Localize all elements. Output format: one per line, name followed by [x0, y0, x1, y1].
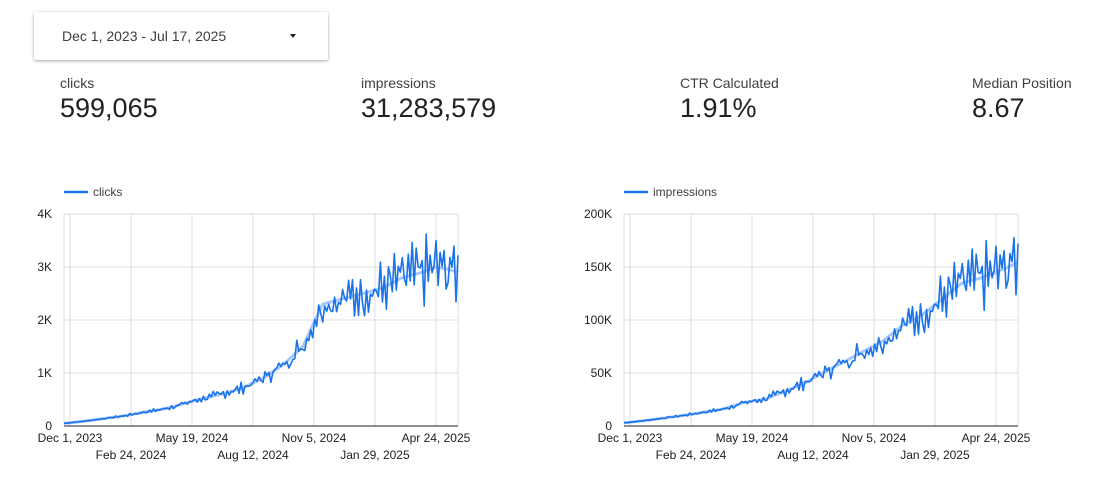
impressions-chart: impressions 0 50K 100K 150K 200K Dec 1, 2023 Fe… — [584, 185, 1031, 462]
kpi-value: 8.67 — [972, 93, 1025, 123]
x-tick-label: Feb 24, 2024 — [656, 448, 727, 462]
x-tick-label: Feb 24, 2024 — [96, 448, 167, 462]
kpi-clicks: clicks 599,065 — [60, 74, 158, 123]
x-tick-label: May 19, 2024 — [156, 431, 229, 445]
kpi-impressions: impressions 31,283,579 — [361, 74, 496, 123]
kpi-median-position: Median Position 8.67 — [972, 74, 1072, 123]
y-tick-label: 4K — [37, 207, 52, 221]
x-tick-label: Apr 24, 2025 — [402, 431, 471, 445]
kpi-ctr: CTR Calculated 1.91% — [680, 74, 779, 123]
y-tick-label: 2K — [37, 313, 52, 327]
x-tick-label: Aug 12, 2024 — [777, 448, 849, 462]
date-range-picker[interactable]: Dec 1, 2023 - Jul 17, 2025 — [34, 12, 328, 60]
kpi-value: 599,065 — [60, 93, 158, 123]
y-tick-label: 3K — [37, 260, 52, 274]
y-tick-label: 1K — [37, 366, 52, 380]
kpi-label: clicks — [60, 75, 95, 91]
kpi-label: CTR Calculated — [680, 75, 779, 91]
trend-line — [63, 265, 459, 425]
kpi-value: 1.91% — [680, 93, 757, 123]
x-tick-label: Dec 1, 2023 — [38, 431, 103, 445]
trend-line — [623, 260, 1019, 425]
x-tick-label: Dec 1, 2023 — [598, 431, 663, 445]
y-tick-label: 0 — [45, 419, 52, 433]
x-tick-label: Jan 29, 2025 — [900, 448, 970, 462]
date-range-label: Dec 1, 2023 - Jul 17, 2025 — [62, 28, 227, 44]
kpi-value: 31,283,579 — [361, 93, 497, 123]
x-tick-label: May 19, 2024 — [716, 431, 789, 445]
kpi-label: impressions — [361, 75, 436, 91]
y-tick-label: 0 — [605, 419, 612, 433]
y-tick-label: 100K — [584, 313, 612, 327]
legend-label: impressions — [653, 185, 717, 199]
series-line-impressions — [623, 236, 1019, 424]
y-tick-label: 50K — [591, 366, 612, 380]
x-tick-label: Apr 24, 2025 — [962, 431, 1031, 445]
kpi-label: Median Position — [972, 75, 1072, 91]
series-line-clicks — [63, 233, 459, 425]
x-tick-label: Jan 29, 2025 — [340, 448, 410, 462]
x-tick-label: Aug 12, 2024 — [217, 448, 289, 462]
clicks-chart: clicks 0 1K 2K 3K 4K Dec 1, 2023 Feb 24, 2024 Ma… — [37, 185, 471, 462]
y-tick-label: 150K — [584, 260, 612, 274]
legend-label: clicks — [93, 185, 122, 199]
x-tick-label: Nov 5, 2024 — [842, 431, 907, 445]
y-tick-label: 200K — [584, 207, 612, 221]
x-tick-label: Nov 5, 2024 — [282, 431, 347, 445]
caret-down-icon[interactable] — [290, 34, 296, 38]
